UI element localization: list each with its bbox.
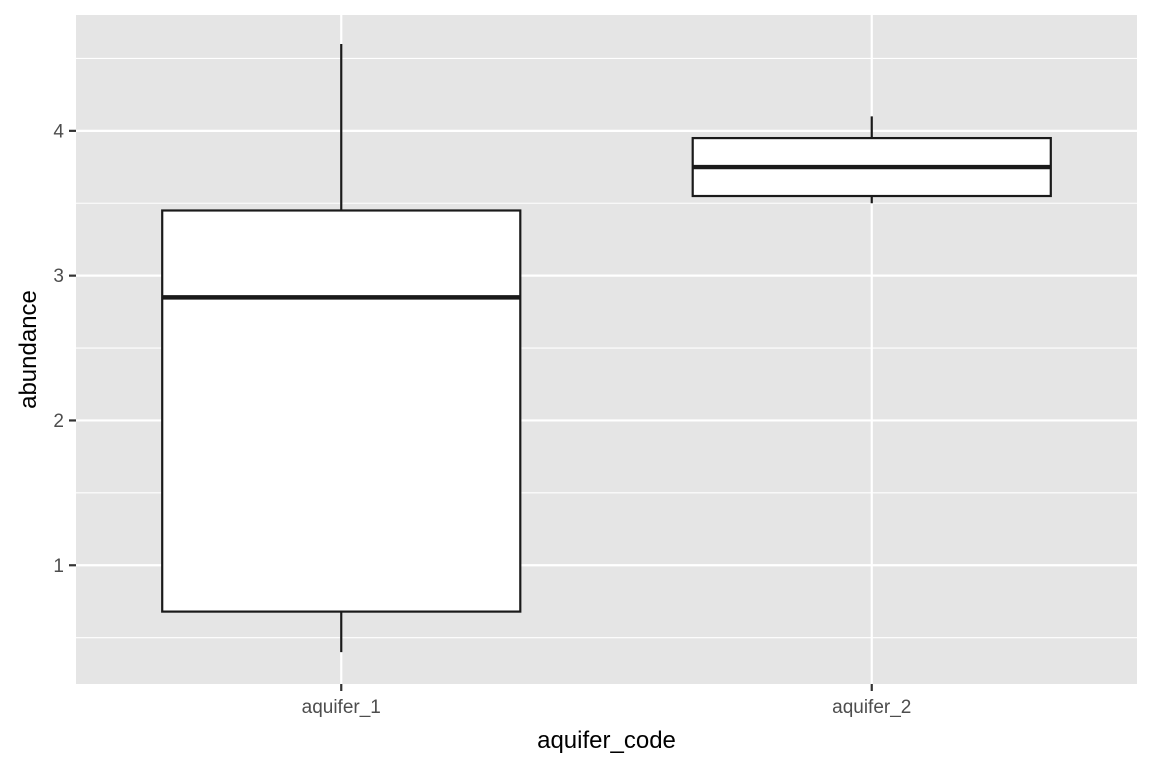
box-aquifer_2 (691, 116, 1052, 204)
x-axis-title: aquifer_code (537, 727, 676, 754)
y-tick-label: 4 (53, 121, 64, 142)
y-axis-title: abundance (15, 290, 42, 409)
y-tick-label: 1 (53, 556, 64, 577)
y-axis: 1 2 3 4 (53, 121, 76, 577)
x-axis: aquifer_1 aquifer_2 (302, 684, 911, 718)
box-aquifer_1 (161, 43, 522, 653)
box-body (161, 209, 522, 613)
y-tick-label: 2 (53, 411, 64, 432)
x-tick-label: aquifer_1 (302, 697, 381, 718)
box-series (161, 43, 1052, 653)
y-tick-label: 3 (53, 266, 64, 287)
x-tick-label: aquifer_2 (832, 697, 911, 718)
